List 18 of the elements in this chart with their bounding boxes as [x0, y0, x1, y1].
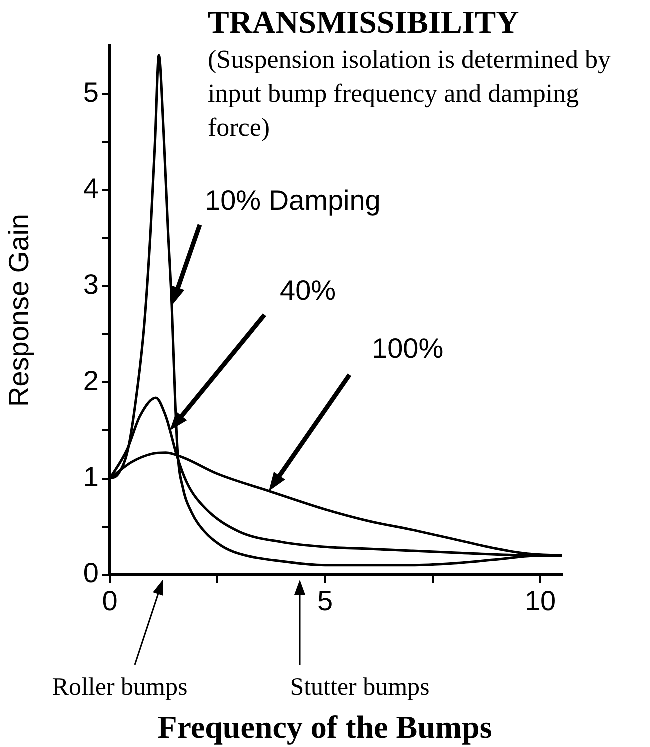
series-label: 10% Damping [205, 185, 381, 216]
x-tick-label: 0 [102, 586, 118, 617]
text: (Suspension isolation is determined by input bump frequency and damping force) [208, 45, 611, 142]
text: 40% [280, 275, 336, 306]
y-tick-label: 3 [83, 269, 99, 300]
text: 100% [372, 333, 444, 364]
y-tick-label: 4 [83, 172, 99, 204]
x-tick-label: 10 [524, 586, 556, 617]
chart-title: TRANSMISSIBILITY [208, 4, 520, 40]
y-tick-label: 2 [83, 365, 99, 396]
y-tick-label: 0 [83, 558, 99, 589]
text: Roller bumps [52, 674, 188, 701]
x-tick-label: 5 [317, 586, 334, 617]
y-tick-label: 1 [83, 462, 99, 493]
text: Stutter bumps [290, 674, 430, 701]
y-axis-title: Response Gain [4, 214, 35, 408]
y-tick-label: 5 [83, 76, 99, 108]
x-axis-title: Frequency of the Bumps [158, 709, 492, 745]
